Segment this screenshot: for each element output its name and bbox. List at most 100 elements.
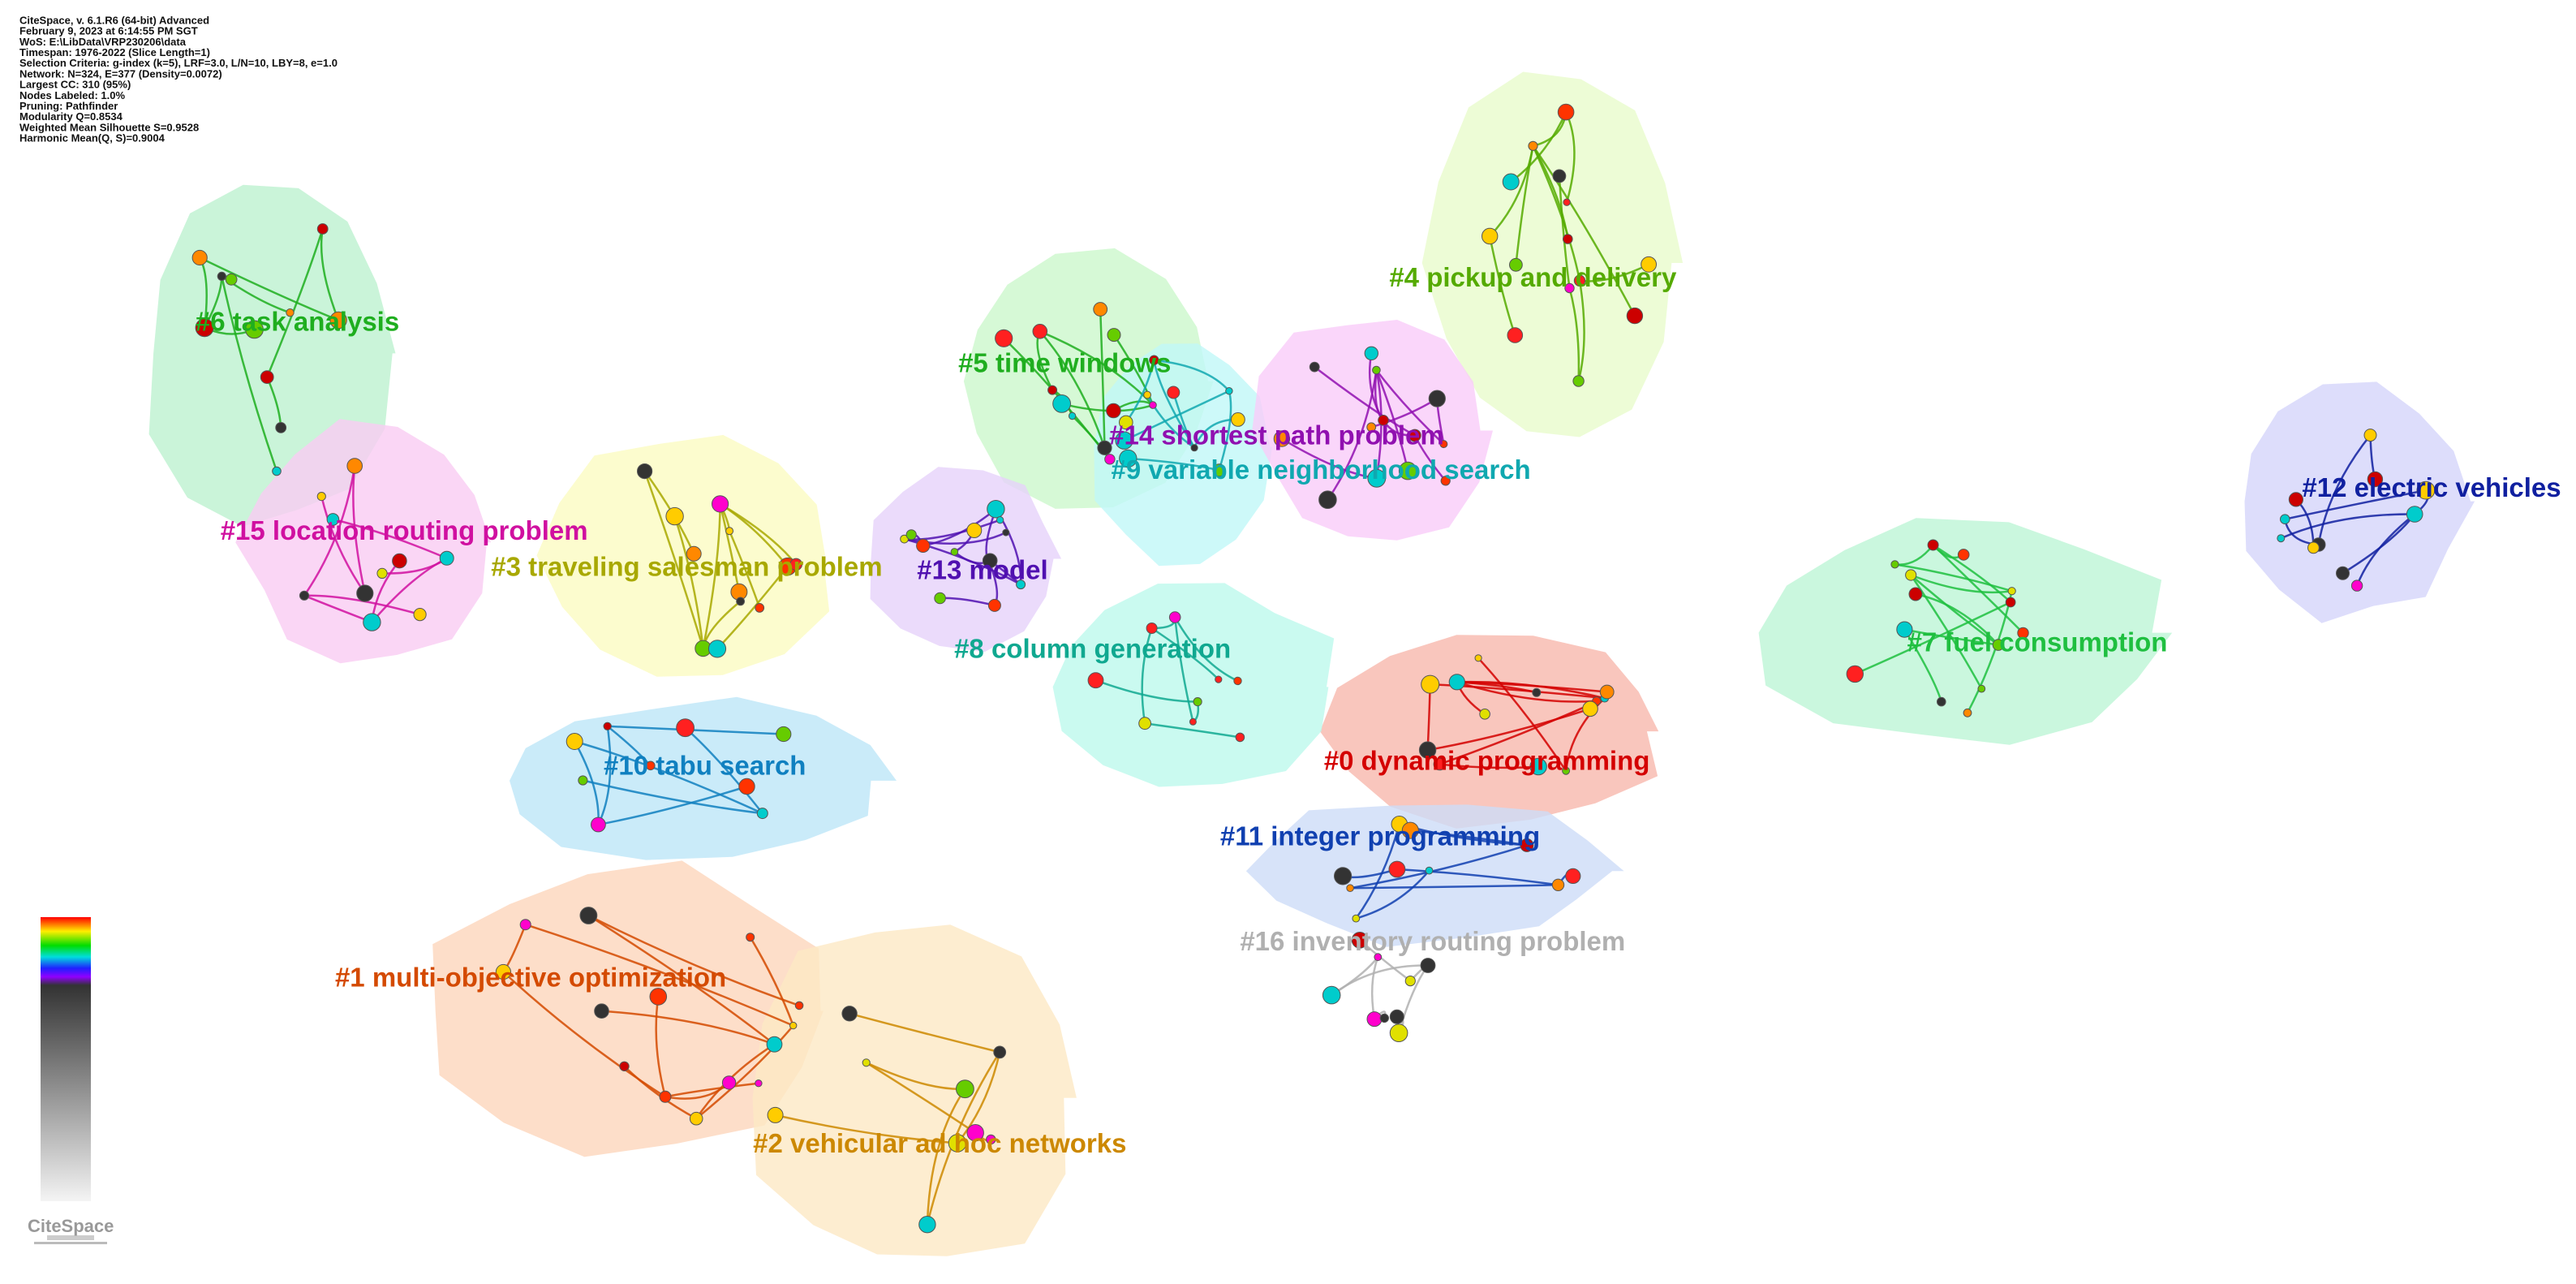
header-line: Largest CC: 310 (95%) — [19, 79, 131, 91]
node — [1418, 741, 1437, 759]
link — [2317, 434, 2372, 545]
cluster-label: #3 traveling salesman problem — [491, 551, 882, 581]
cluster-label: #12 electric vehicles — [2302, 472, 2561, 502]
node — [299, 590, 310, 601]
link — [695, 1024, 794, 1120]
link — [333, 518, 448, 559]
node — [1896, 621, 1913, 638]
cluster-area — [510, 696, 897, 860]
node — [1334, 867, 1353, 885]
node — [225, 273, 238, 286]
node — [1346, 884, 1354, 892]
node — [948, 1134, 967, 1153]
link — [1039, 330, 1106, 449]
node — [1641, 256, 1657, 273]
link — [1153, 360, 1196, 449]
link — [623, 1065, 697, 1120]
node — [637, 463, 653, 480]
node — [934, 592, 946, 605]
link — [849, 1012, 1000, 1053]
node — [2307, 541, 2320, 554]
node — [1992, 639, 2005, 651]
node — [665, 506, 684, 526]
link — [664, 1082, 759, 1098]
header-line: Harmonic Mean(Q, S)=0.9004 — [19, 132, 166, 144]
node — [987, 500, 1005, 519]
logo-text: CiteSpace — [28, 1216, 114, 1236]
node — [1119, 415, 1133, 430]
node — [316, 223, 329, 235]
node — [2277, 534, 2286, 543]
link — [1396, 868, 1559, 886]
node — [495, 963, 512, 980]
link — [1568, 287, 1580, 381]
node — [1482, 227, 1499, 245]
node — [755, 1079, 763, 1088]
node — [1572, 375, 1585, 387]
node — [725, 527, 734, 536]
node — [1404, 976, 1416, 987]
link — [1477, 657, 1568, 772]
link — [1350, 884, 1559, 890]
cluster-area — [752, 924, 1077, 1256]
node — [363, 613, 381, 631]
node — [1564, 282, 1575, 294]
node — [1107, 328, 1121, 343]
node — [1398, 461, 1417, 480]
node — [689, 1111, 703, 1126]
cluster-area — [1094, 343, 1273, 567]
link — [1910, 574, 2012, 594]
node — [1507, 327, 1524, 343]
cluster-label: #5 time windows — [958, 347, 1171, 377]
node — [1146, 623, 1158, 634]
link — [957, 1052, 1001, 1144]
node — [286, 308, 295, 317]
node — [519, 919, 531, 931]
link — [702, 503, 721, 649]
link — [1915, 592, 1999, 646]
node — [2416, 480, 2436, 500]
node — [707, 640, 727, 658]
node — [1104, 454, 1116, 465]
node — [1093, 302, 1108, 317]
cluster-label: #10 tabu search — [604, 750, 806, 780]
link — [320, 496, 366, 594]
node — [1421, 674, 1440, 694]
node — [950, 548, 959, 556]
link — [1532, 145, 1569, 239]
cluster-label: #6 task analysis — [196, 307, 399, 337]
logo-bar — [34, 1242, 107, 1244]
node — [2350, 580, 2363, 592]
cluster-label: #14 shortest path problem — [1109, 420, 1444, 450]
node — [1351, 932, 1369, 949]
node — [1509, 257, 1523, 272]
node — [1087, 672, 1104, 689]
header-line: Timespan: 1976-2022 (Slice Length=1) — [19, 46, 210, 58]
link — [1430, 683, 1605, 700]
link — [601, 1010, 775, 1045]
node — [1149, 355, 1159, 365]
node — [794, 1001, 804, 1010]
node — [594, 1003, 609, 1019]
node — [603, 722, 612, 730]
link — [1146, 394, 1195, 449]
node — [789, 1021, 798, 1030]
header-line: WoS: E:\LibData\VRP230206\data — [19, 36, 187, 48]
link — [221, 276, 278, 472]
node — [1439, 440, 1448, 449]
link — [1932, 544, 2011, 603]
node — [329, 311, 347, 330]
node — [1388, 860, 1406, 878]
link — [597, 726, 612, 825]
node — [1097, 440, 1112, 455]
node — [1425, 866, 1434, 875]
node — [1389, 1023, 1408, 1042]
node — [1440, 476, 1451, 486]
node — [1119, 449, 1137, 468]
node — [1433, 757, 1447, 771]
node — [2336, 566, 2350, 580]
header-line: Pruning: Pathfinder — [19, 100, 118, 112]
header-line: Network: N=324, E=377 (Density=0.0072) — [19, 67, 222, 80]
logo-bar — [47, 1235, 94, 1240]
node — [1366, 1011, 1383, 1028]
